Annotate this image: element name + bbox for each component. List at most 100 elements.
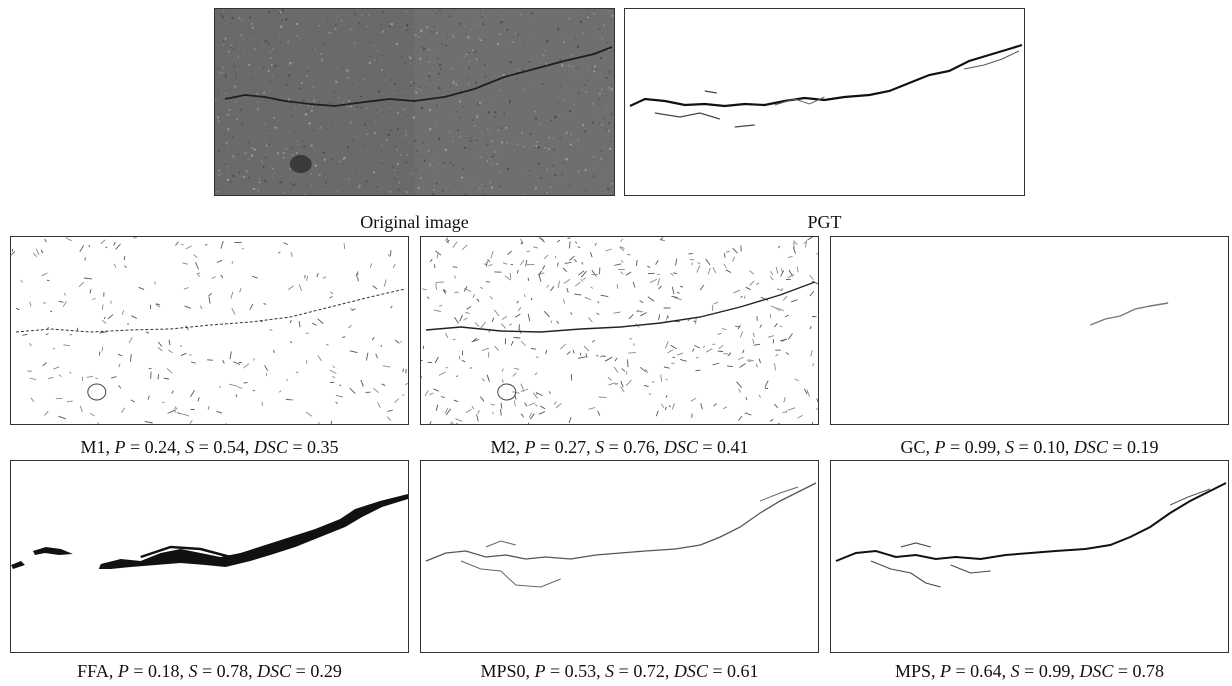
texture-dot: [397, 163, 399, 165]
texture-dot: [415, 187, 417, 188]
noise-fragment: [569, 255, 575, 261]
texture-dot: [412, 116, 415, 119]
noise-fragment: [35, 248, 40, 256]
texture-dot: [262, 66, 265, 69]
noise-fragment: [329, 296, 333, 299]
texture-dot: [360, 106, 363, 109]
texture-dot: [264, 123, 266, 125]
texture-dot: [611, 14, 614, 17]
texture-dot: [442, 161, 445, 164]
noise-fragment: [723, 406, 728, 410]
noise-fragment: [317, 318, 324, 325]
texture-dot: [338, 96, 340, 98]
noise-fragment: [479, 396, 485, 402]
texture-dot: [609, 10, 611, 12]
texture-dot: [499, 171, 501, 173]
noise-fragment: [390, 305, 393, 309]
texture-dot: [496, 163, 499, 166]
texture-dot: [557, 28, 560, 31]
texture-dot: [285, 18, 288, 21]
texture-dot: [226, 85, 227, 87]
noise-fragment: [42, 362, 47, 367]
noise-fragment: [671, 295, 678, 298]
texture-dot: [570, 134, 572, 136]
texture-dot: [507, 182, 509, 183]
noise-fragment: [530, 297, 533, 301]
texture-dot: [310, 93, 312, 94]
noise-fragment: [130, 354, 132, 362]
noise-fragment: [621, 368, 626, 372]
noise-fragment: [421, 359, 423, 362]
texture-dot: [232, 48, 235, 50]
texture-dot: [568, 17, 571, 20]
noise-fragment: [76, 327, 79, 331]
texture-dot: [440, 68, 442, 70]
noise-fragment: [465, 408, 472, 414]
noise-fragment: [777, 245, 781, 249]
noise-fragment: [326, 344, 329, 346]
texture-dot: [535, 85, 536, 87]
mps0-caption: MPS0, P = 0.53, S = 0.72, DSC = 0.61: [480, 661, 759, 681]
noise-fragment: [392, 263, 396, 269]
noise-fragment: [712, 267, 717, 274]
texture-dot: [407, 177, 409, 179]
texture-dot: [437, 114, 438, 116]
texture-dot: [508, 100, 511, 103]
texture-dot: [459, 100, 462, 103]
texture-dot: [600, 149, 603, 152]
texture-dot: [373, 171, 375, 174]
texture-dot: [591, 121, 594, 124]
texture-dot: [409, 125, 411, 127]
texture-dot: [244, 152, 247, 154]
texture-dot: [416, 150, 419, 152]
noise-fragment: [220, 274, 224, 279]
texture-dot: [369, 21, 370, 23]
texture-dot: [289, 168, 291, 170]
m2-stain-artifact: [497, 383, 517, 401]
noise-fragment: [755, 363, 758, 368]
noise-fragment: [107, 314, 114, 320]
texture-dot: [346, 105, 349, 107]
mps-panel: [830, 460, 1229, 653]
texture-dot: [276, 152, 279, 155]
noise-fragment: [534, 372, 538, 376]
texture-dot: [245, 172, 247, 174]
texture-dot: [224, 75, 227, 78]
texture-dot: [472, 119, 474, 121]
texture-dot: [286, 9, 288, 11]
noise-fragment: [554, 255, 557, 259]
texture-dot: [516, 78, 518, 80]
m2-caption: M2, P = 0.27, S = 0.76, DSC = 0.41: [490, 437, 749, 457]
noise-fragment: [697, 261, 701, 265]
texture-dot: [218, 67, 220, 69]
texture-dot: [519, 81, 521, 82]
noise-fragment: [405, 382, 408, 386]
noise-fragment: [528, 402, 536, 406]
noise-fragment: [20, 279, 24, 283]
noise-fragment: [671, 403, 675, 410]
noise-fragment: [782, 295, 788, 301]
texture-dot: [405, 86, 407, 87]
noise-fragment: [613, 366, 619, 373]
noise-fragment: [120, 407, 126, 414]
texture-dot: [347, 76, 350, 79]
noise-fragment: [779, 325, 783, 328]
texture-dot: [474, 137, 477, 139]
noise-fragment: [508, 323, 513, 326]
texture-dot: [494, 132, 496, 134]
texture-dot: [566, 33, 568, 34]
texture-dot: [458, 180, 460, 182]
texture-dot: [227, 166, 229, 167]
texture-dot: [437, 72, 440, 75]
texture-dot: [297, 90, 299, 92]
texture-dot: [362, 145, 364, 147]
noise-fragment: [52, 347, 56, 350]
texture-dot: [225, 41, 227, 44]
texture-dot: [287, 40, 290, 43]
texture-dot: [232, 174, 235, 177]
noise-fragment: [264, 365, 269, 371]
texture-dot: [452, 164, 454, 166]
texture-dot: [455, 111, 458, 113]
texture-dot: [536, 76, 538, 78]
texture-dot: [579, 20, 582, 23]
